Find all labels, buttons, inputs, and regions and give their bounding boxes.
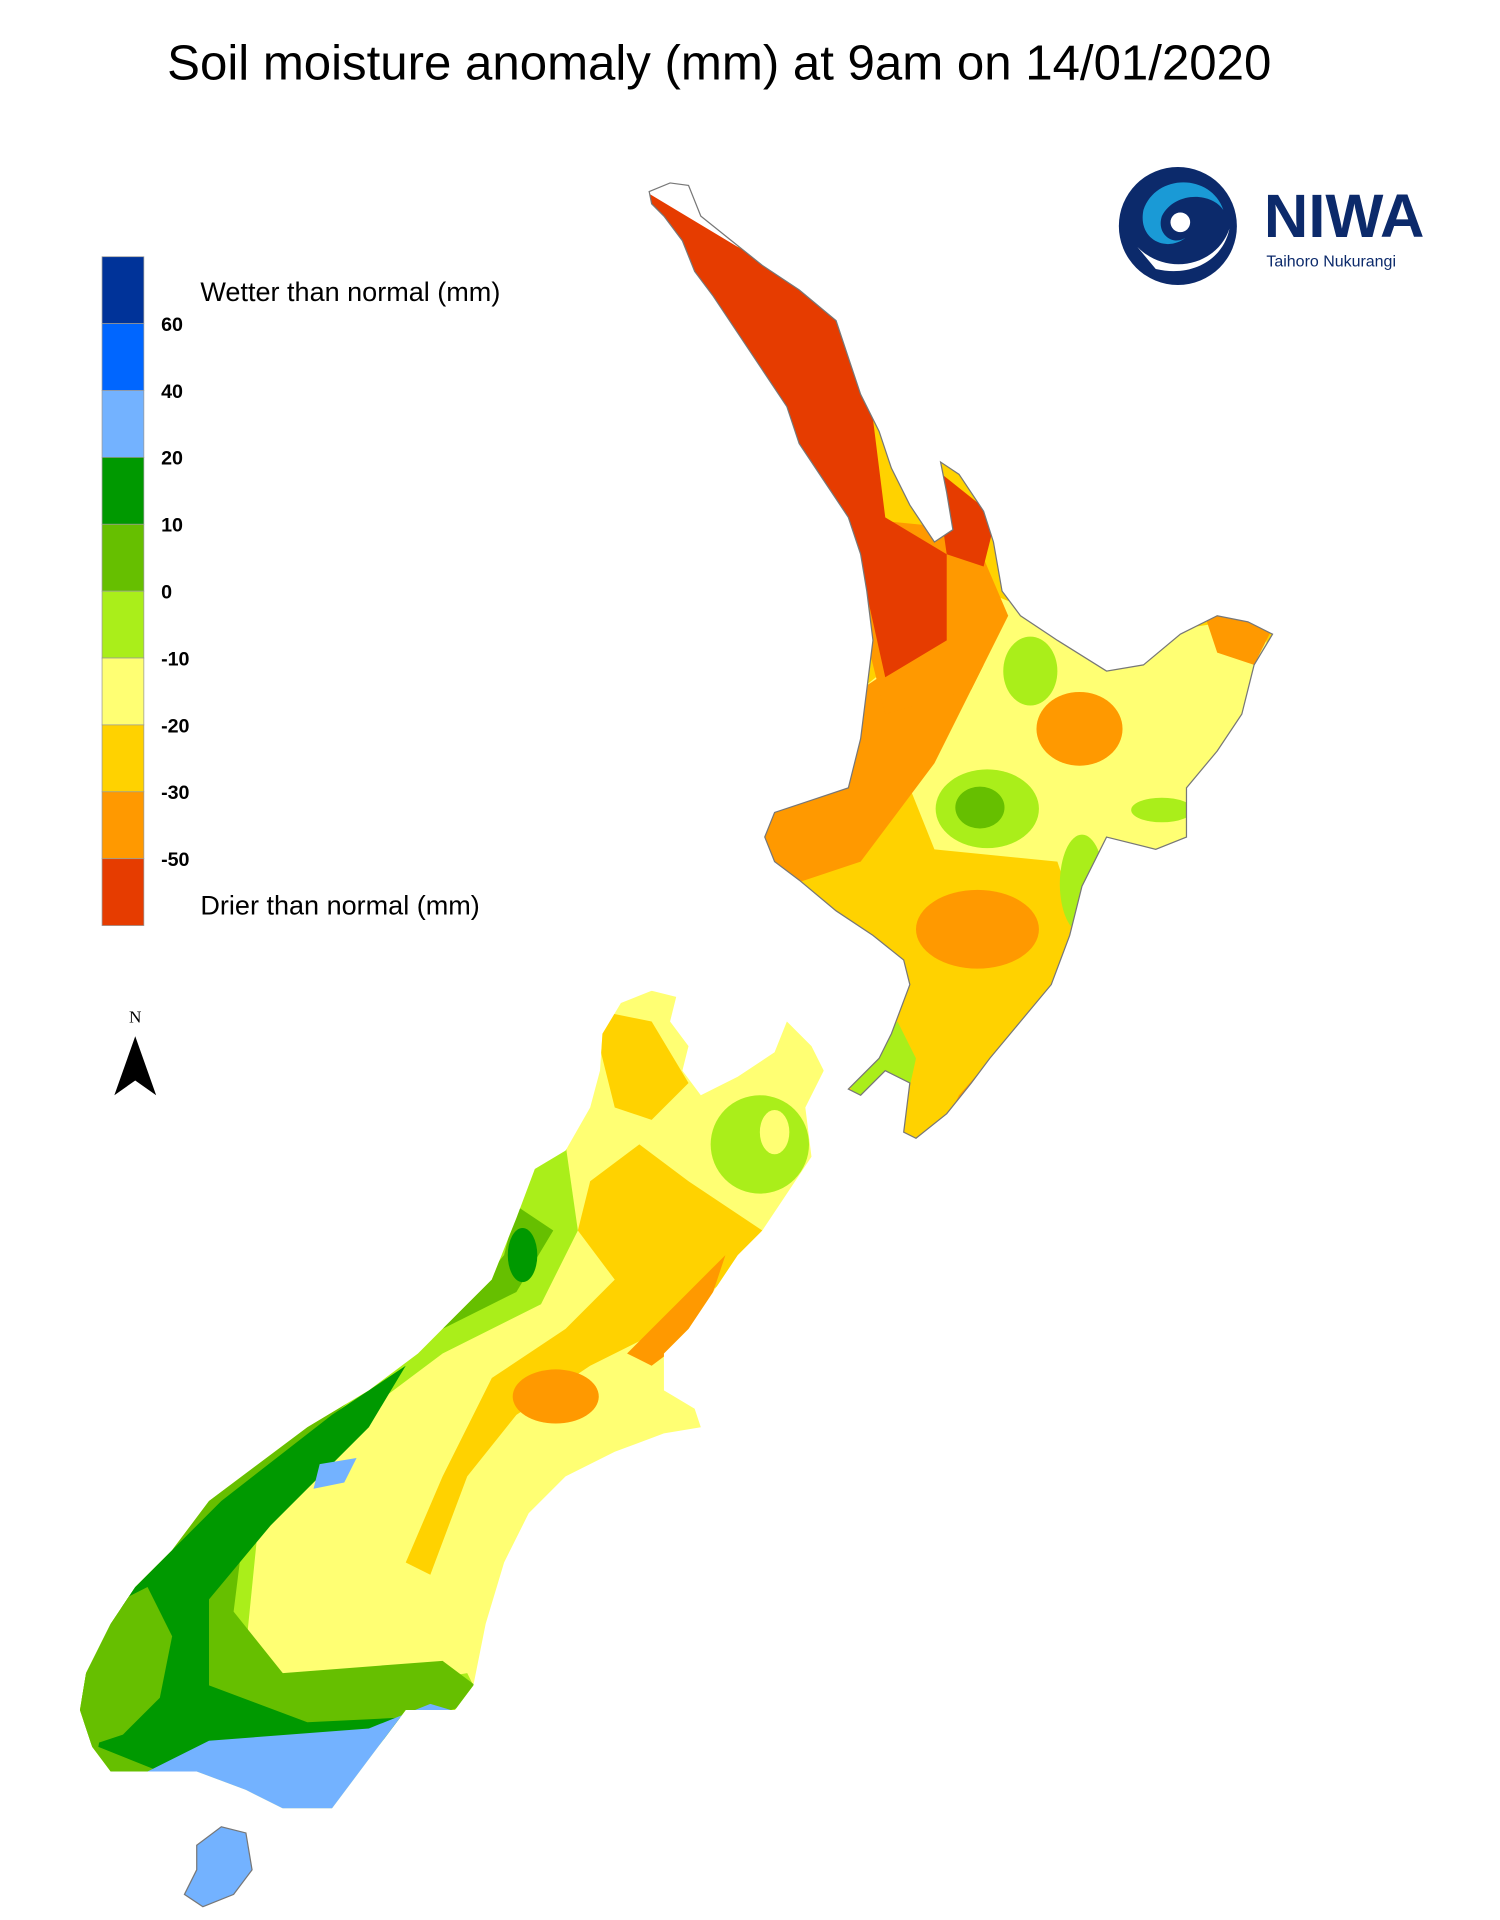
legend-swatch <box>101 657 145 726</box>
legend-swatch <box>101 457 145 525</box>
legend-tick-label: -50 <box>161 849 189 871</box>
legend-swatch <box>101 390 145 458</box>
north-label: N <box>129 1008 142 1027</box>
legend-swatch <box>101 791 145 860</box>
legend-wetter-label: Wetter than normal (mm) <box>200 277 500 307</box>
legend-tick-label: -20 <box>161 715 189 737</box>
logo-subtitle: Taihoro Nukurangi <box>1266 254 1396 271</box>
niwa-logo: NIWA Taihoro Nukurangi <box>1118 166 1425 285</box>
south-island <box>79 990 824 1809</box>
legend-tick-label: 40 <box>161 381 183 403</box>
stewart-island <box>183 1826 253 1908</box>
north-island <box>649 182 1273 1139</box>
legend-tick-label: 20 <box>161 448 183 470</box>
legend-swatch <box>101 590 145 659</box>
legend-tick-label: 10 <box>161 515 183 537</box>
legend-swatch <box>101 523 145 592</box>
legend-tick-label: 0 <box>161 582 172 604</box>
legend-swatch <box>101 724 145 793</box>
logo-name: NIWA <box>1264 182 1425 251</box>
legend-tick-label: -10 <box>161 648 189 670</box>
legend-swatch <box>101 323 145 391</box>
legend-tick-label: 60 <box>161 314 183 336</box>
north-arrow-icon <box>114 1036 157 1096</box>
legend: 60 40 20 10 0 -10 -20 -30 -50 <box>101 256 190 926</box>
legend-swatch <box>101 858 145 926</box>
north-arrow: N <box>114 1008 157 1096</box>
legend-swatch <box>101 256 145 324</box>
legend-tick-label: -30 <box>161 782 189 804</box>
legend-drier-label: Drier than normal (mm) <box>200 891 479 921</box>
map-title: Soil moisture anomaly (mm) at 9am on 14/… <box>167 36 1271 91</box>
